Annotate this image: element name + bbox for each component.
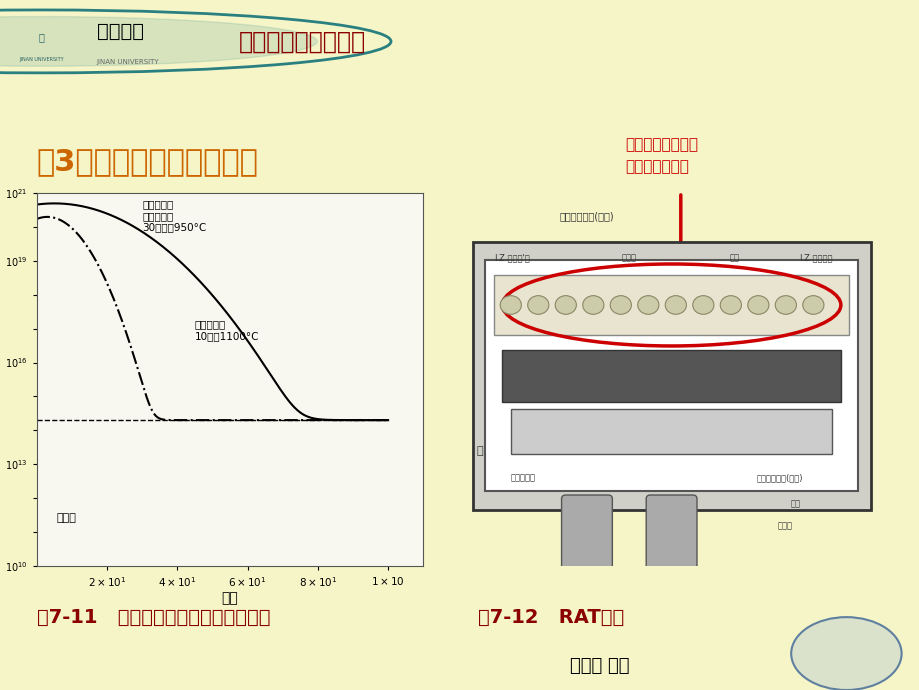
FancyBboxPatch shape [502, 350, 840, 402]
Circle shape [582, 296, 603, 315]
FancyBboxPatch shape [485, 260, 857, 491]
Circle shape [747, 296, 768, 315]
Text: 石英管: 石英管 [621, 253, 636, 262]
Text: 样片: 样片 [730, 253, 739, 262]
Text: 非相干宽带光源：
钨丝灯和弧光灯: 非相干宽带光源： 钨丝灯和弧光灯 [625, 137, 698, 175]
Circle shape [637, 296, 658, 315]
Circle shape [664, 296, 686, 315]
Circle shape [775, 296, 796, 315]
Text: 门: 门 [476, 446, 483, 456]
X-axis label: 深度: 深度 [221, 591, 238, 605]
Circle shape [720, 296, 741, 315]
FancyBboxPatch shape [472, 241, 869, 510]
Text: 图7-12   RAT装置: 图7-12 RAT装置 [478, 608, 624, 627]
Text: 挡板: 挡板 [789, 499, 800, 508]
Text: I.Z.气体入口: I.Z.气体入口 [798, 253, 832, 262]
Circle shape [802, 296, 823, 315]
FancyBboxPatch shape [561, 495, 612, 569]
FancyBboxPatch shape [510, 409, 832, 454]
Text: 卤素钨加热管(横向): 卤素钨加热管(横向) [755, 473, 802, 482]
Circle shape [500, 296, 521, 315]
Text: 硼离子注入
炉管退火，
30分钟，950°C: 硼离子注入 炉管退火， 30分钟，950°C [142, 199, 206, 233]
Text: 暨: 暨 [39, 32, 44, 42]
Circle shape [609, 296, 630, 315]
Circle shape [692, 296, 713, 315]
Y-axis label: 浓度  cm⁻³: 浓度 cm⁻³ [0, 353, 2, 406]
Text: JINAN UNIVERSITY: JINAN UNIVERSITY [96, 59, 159, 65]
Text: （3）快速热退火及其装置: （3）快速热退火及其装置 [37, 147, 258, 176]
Text: 过滤器: 过滤器 [777, 522, 791, 531]
Text: 冷却水入口: 冷却水入口 [510, 473, 535, 482]
Text: 卤素钨加热管(纵向): 卤素钨加热管(纵向) [559, 211, 614, 221]
Text: I.Z.气体输'口: I.Z.气体输'口 [494, 253, 529, 262]
Text: 信息学院电子工程系: 信息学院电子工程系 [239, 30, 366, 53]
Text: 快速退火，
10秒，1100°C: 快速退火， 10秒，1100°C [195, 319, 259, 341]
Text: 暨南大學: 暨南大學 [96, 22, 143, 41]
Circle shape [0, 17, 317, 66]
Text: 黄君凯 教授: 黄君凯 教授 [570, 657, 630, 675]
Text: JINAN UNIVERSITY: JINAN UNIVERSITY [19, 57, 63, 62]
Circle shape [790, 617, 901, 690]
Circle shape [528, 296, 549, 315]
FancyBboxPatch shape [494, 275, 848, 335]
Text: 注入前: 注入前 [56, 513, 76, 523]
Text: 图7-11   常规与快速退火杂质分布比较: 图7-11 常规与快速退火杂质分布比较 [37, 608, 270, 627]
Circle shape [555, 296, 576, 315]
FancyBboxPatch shape [645, 495, 697, 569]
